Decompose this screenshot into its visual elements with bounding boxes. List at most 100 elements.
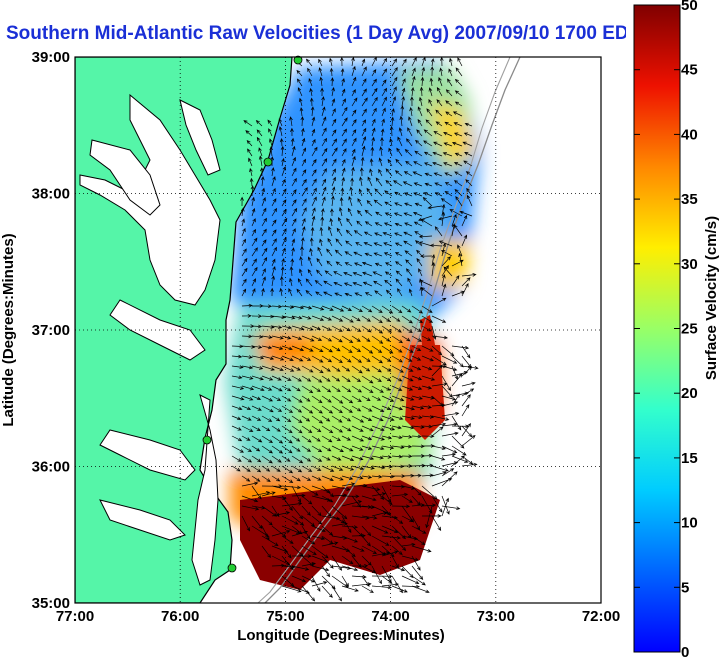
velocity-arrow xyxy=(391,315,401,322)
velocity-arrow xyxy=(432,161,443,167)
velocity-arrow xyxy=(432,151,443,157)
velocity-arrow xyxy=(341,405,353,413)
velocity-arrow xyxy=(321,305,334,311)
velocity-arrow xyxy=(311,128,316,137)
velocity-arrow xyxy=(324,270,333,277)
velocity-arrow xyxy=(449,209,463,217)
velocity-arrow xyxy=(341,445,354,452)
velocity-arrow xyxy=(301,425,313,434)
velocity-arrow xyxy=(251,425,261,431)
velocity-arrow xyxy=(402,181,413,187)
velocity-arrow xyxy=(448,68,453,77)
velocity-arrow xyxy=(421,365,433,371)
velocity-arrow xyxy=(401,542,416,547)
velocity-arrow xyxy=(361,355,371,362)
velocity-arrow xyxy=(321,96,325,107)
velocity-arrow xyxy=(391,305,403,314)
colorbar-label: Surface Velocity (cm/s) xyxy=(703,216,720,380)
velocity-arrow xyxy=(241,227,246,237)
velocity-arrow xyxy=(261,187,266,197)
velocity-arrow xyxy=(353,230,363,237)
velocity-arrow xyxy=(321,505,332,517)
velocity-arrow xyxy=(411,335,422,342)
velocity-arrow xyxy=(311,196,317,207)
velocity-arrow xyxy=(381,68,388,77)
velocity-arrow xyxy=(311,395,323,404)
velocity-arrow xyxy=(341,435,352,441)
velocity-arrow xyxy=(441,471,458,487)
velocity-arrow xyxy=(391,585,408,593)
velocity-arrow xyxy=(240,207,245,217)
velocity-arrow xyxy=(280,266,285,277)
velocity-arrow xyxy=(261,197,266,207)
velocity-arrow xyxy=(321,405,334,414)
velocity-arrow xyxy=(401,345,414,353)
velocity-arrow xyxy=(249,177,254,187)
velocity-arrow xyxy=(311,581,328,587)
velocity-arrow xyxy=(261,287,265,297)
velocity-arrow xyxy=(351,563,369,568)
velocity-arrow xyxy=(371,365,382,373)
velocity-arrow xyxy=(407,127,413,137)
velocity-arrow xyxy=(248,157,253,167)
velocity-arrow xyxy=(281,405,294,413)
velocity-arrow xyxy=(321,485,334,498)
velocity-arrow xyxy=(321,575,336,590)
velocity-arrow xyxy=(420,76,425,87)
velocity-arrow xyxy=(361,475,373,479)
velocity-arrow xyxy=(311,445,323,453)
velocity-arrow xyxy=(301,335,315,342)
velocity-arrow xyxy=(381,345,394,354)
velocity-arrow xyxy=(351,65,356,77)
velocity-arrow xyxy=(261,325,275,329)
velocity-arrow xyxy=(453,180,463,187)
velocity-arrow xyxy=(261,455,273,464)
velocity-arrow xyxy=(331,485,351,491)
velocity-arrow xyxy=(351,76,357,87)
velocity-arrow xyxy=(431,297,447,307)
velocity-arrow xyxy=(241,334,253,339)
velocity-arrow xyxy=(391,565,406,572)
velocity-arrow xyxy=(351,325,362,332)
velocity-arrow xyxy=(331,129,337,137)
velocity-arrow xyxy=(251,247,258,257)
velocity-arrow xyxy=(421,315,434,323)
velocity-arrow xyxy=(281,485,302,490)
velocity-arrow xyxy=(453,162,463,167)
velocity-arrow xyxy=(251,218,256,227)
velocity-arrow xyxy=(394,202,403,207)
velocity-arrow xyxy=(404,250,413,257)
velocity-arrow xyxy=(451,213,457,227)
velocity-arrow xyxy=(462,141,473,147)
velocity-arrow xyxy=(351,385,362,393)
velocity-arrow xyxy=(411,473,422,478)
velocity-arrow xyxy=(371,315,383,324)
velocity-arrow xyxy=(451,435,465,449)
velocity-arrow xyxy=(318,67,323,77)
velocity-arrow xyxy=(454,188,463,197)
velocity-arrow xyxy=(311,425,322,433)
velocity-arrow xyxy=(371,535,390,546)
velocity-arrow xyxy=(391,96,397,107)
velocity-arrow xyxy=(281,415,292,423)
velocity-arrow xyxy=(241,303,253,308)
velocity-arrow xyxy=(351,555,362,569)
velocity-arrow xyxy=(261,491,276,497)
velocity-arrow xyxy=(251,258,257,267)
velocity-arrow xyxy=(331,345,341,352)
colorbar-tick-label: 50 xyxy=(681,0,698,14)
velocity-arrow xyxy=(351,475,364,480)
velocity-arrow xyxy=(441,375,451,391)
velocity-arrow xyxy=(401,355,413,362)
velocity-arrow xyxy=(425,119,433,127)
velocity-arrow xyxy=(411,385,423,390)
velocity-arrow xyxy=(341,475,354,480)
velocity-arrow xyxy=(341,425,352,432)
velocity-arrow xyxy=(301,562,316,567)
velocity-arrow xyxy=(401,325,413,334)
velocity-arrow xyxy=(311,355,324,363)
velocity-arrow xyxy=(331,108,336,117)
velocity-arrow xyxy=(345,229,353,237)
velocity-arrow xyxy=(361,119,367,127)
velocity-arrow xyxy=(341,355,352,363)
